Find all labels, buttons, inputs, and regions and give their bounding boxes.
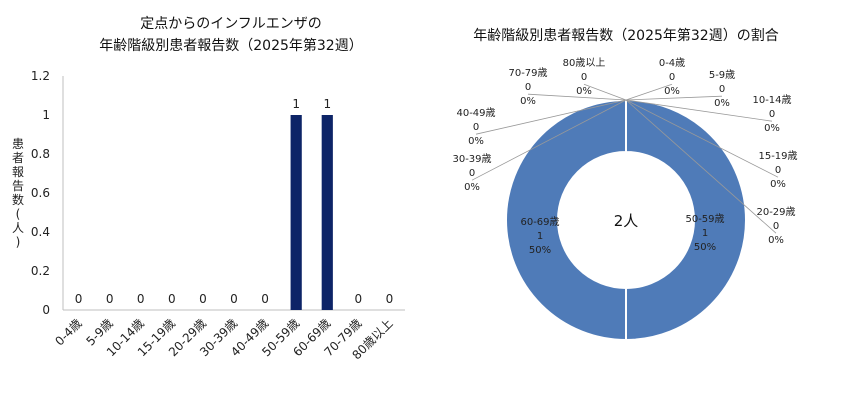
donut-category-label: 60-69歳 — [520, 216, 559, 228]
bar-value-label: 0 — [75, 292, 83, 306]
donut-category-label: 70-79歳 — [508, 67, 547, 79]
donut-percent-label: 0% — [468, 136, 484, 147]
donut-count-label: 0 — [669, 72, 675, 83]
donut-count-label: 0 — [525, 82, 531, 93]
y-axis-title-char: 報 — [12, 165, 24, 179]
donut-count-label: 0 — [469, 168, 475, 179]
donut-percent-label: 50% — [694, 242, 716, 253]
bar-value-label: 0 — [106, 292, 114, 306]
donut-percent-label: 0% — [464, 182, 480, 193]
y-tick-label: 1.2 — [31, 69, 50, 83]
y-axis-title-char: ( — [16, 207, 21, 221]
donut-percent-label: 0% — [520, 96, 536, 107]
leader-line — [527, 93, 627, 101]
leader-line — [625, 83, 673, 101]
y-axis-title-char: ) — [16, 235, 21, 249]
donut-center-label: 2人 — [614, 212, 639, 230]
donut-category-label: 30-39歳 — [452, 153, 491, 165]
y-axis-title-char: 数 — [12, 192, 24, 207]
donut-percent-label: 0% — [664, 86, 680, 97]
leader-line — [471, 99, 627, 181]
donut-chart-title: 年齢階級別患者報告数（2025年第32週）の割合 — [473, 27, 778, 44]
donut-count-label: 0 — [473, 122, 479, 133]
donut-category-label: 10-14歳 — [752, 94, 791, 106]
y-axis-title-char: 告 — [12, 179, 24, 193]
bar-value-label: 0 — [137, 292, 145, 306]
donut-count-label: 0 — [581, 72, 587, 83]
bar-value-label: 0 — [355, 292, 363, 306]
leader-line — [625, 99, 773, 122]
y-axis-title-char: 患 — [12, 137, 24, 151]
donut-count-label: 1 — [702, 228, 708, 239]
donut-count-label: 0 — [719, 84, 725, 95]
donut-percent-label: 50% — [529, 245, 551, 256]
donut-category-label: 40-49歳 — [456, 107, 495, 119]
y-tick-label: 0.6 — [31, 186, 50, 200]
bar-value-label: 0 — [230, 292, 238, 306]
donut-percent-label: 0% — [770, 179, 786, 190]
bar-value-label: 0 — [199, 292, 207, 306]
y-tick-label: 0.4 — [31, 225, 50, 239]
donut-slice — [625, 98, 747, 342]
bar — [290, 115, 302, 310]
donut-slice — [505, 98, 627, 342]
bar-value-label: 0 — [168, 292, 176, 306]
donut-category-label: 15-19歳 — [758, 150, 797, 162]
donut-count-label: 0 — [769, 109, 775, 120]
leader-line — [625, 99, 779, 178]
donut-category-label: 0-4歳 — [659, 57, 685, 69]
donut-count-label: 1 — [537, 231, 543, 242]
donut-percent-label: 0% — [576, 86, 592, 97]
y-tick-label: 0.8 — [31, 147, 50, 161]
y-tick-label: 1 — [42, 108, 50, 122]
donut-category-label: 50-59歳 — [685, 213, 724, 225]
donut-category-label: 80歳以上 — [563, 57, 606, 69]
y-tick-label: 0.2 — [31, 264, 50, 278]
leader-line — [475, 99, 627, 135]
bar-value-label: 0 — [386, 292, 394, 306]
donut-category-label: 5-9歳 — [709, 69, 735, 81]
donut-category-label: 20-29歳 — [756, 206, 795, 218]
donut-count-label: 0 — [775, 165, 781, 176]
donut-percent-label: 0% — [764, 123, 780, 134]
donut-percent-label: 0% — [714, 98, 730, 109]
bar-chart-title: 定点からのインフルエンザの — [140, 16, 322, 32]
bar-value-label: 1 — [292, 97, 300, 111]
bar-value-label: 0 — [261, 292, 269, 306]
y-axis-title-char: 者 — [12, 151, 24, 165]
y-axis-title: 患者報告数(人) — [12, 137, 24, 249]
leader-line — [583, 83, 627, 101]
bar-value-label: 1 — [323, 97, 331, 111]
y-tick-label: 0 — [42, 303, 50, 317]
leader-line — [625, 95, 723, 101]
leader-line — [625, 99, 777, 234]
y-axis-title-char: 人 — [12, 221, 24, 235]
donut-count-label: 0 — [773, 221, 779, 232]
bar — [321, 115, 333, 310]
bar-chart-title: 年齢階級別患者報告数（2025年第32週） — [99, 37, 362, 54]
donut-percent-label: 0% — [768, 235, 784, 246]
